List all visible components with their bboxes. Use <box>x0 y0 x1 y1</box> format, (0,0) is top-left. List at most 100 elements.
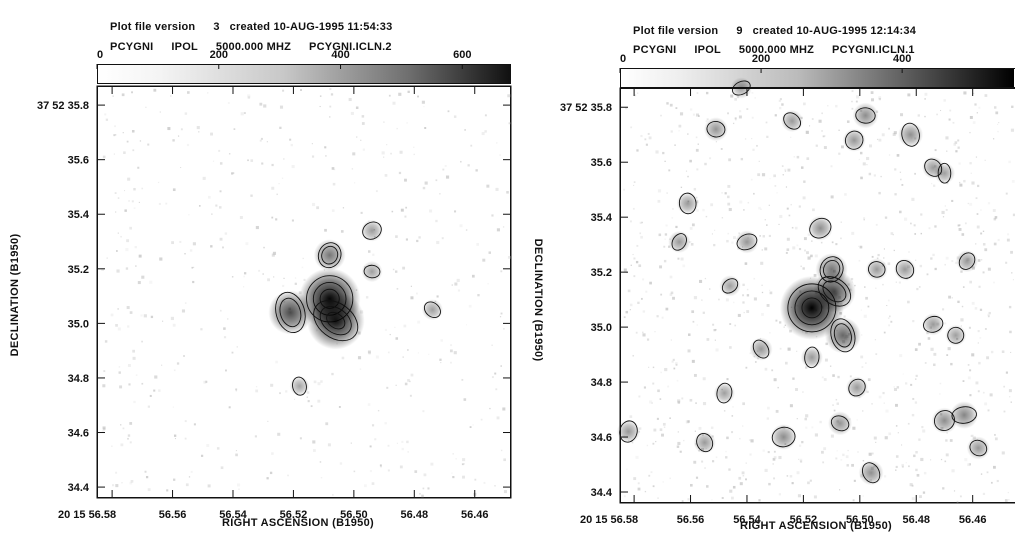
header-version-number: 9 <box>736 25 743 37</box>
noise-speckle <box>123 151 126 154</box>
noise-speckle <box>667 385 670 388</box>
noise-speckle <box>893 131 897 135</box>
noise-speckle <box>325 155 327 157</box>
noise-speckle <box>811 118 814 120</box>
noise-speckle <box>812 208 815 212</box>
noise-speckle <box>115 211 117 213</box>
noise-speckle <box>918 286 921 288</box>
noise-speckle <box>963 91 967 95</box>
y-tick-label: 35.2 <box>68 264 89 276</box>
noise-speckle <box>202 176 206 180</box>
noise-speckle <box>861 366 864 368</box>
noise-speckle <box>984 402 988 406</box>
noise-speckle <box>853 479 856 482</box>
noise-speckle <box>851 231 855 235</box>
noise-speckle <box>117 327 121 331</box>
noise-speckle <box>1011 272 1013 274</box>
noise-speckle <box>495 142 498 144</box>
noise-speckle <box>731 415 734 417</box>
noise-speckle <box>758 499 761 502</box>
noise-speckle <box>936 113 938 116</box>
noise-speckle <box>715 348 719 352</box>
noise-speckle <box>739 437 741 440</box>
noise-speckle <box>793 156 796 158</box>
noise-speckle <box>835 398 838 401</box>
noise-speckle <box>807 481 810 485</box>
noise-speckle <box>189 249 193 252</box>
noise-speckle <box>131 91 133 94</box>
noise-speckle <box>643 386 647 389</box>
noise-speckle <box>267 278 270 282</box>
noise-speckle <box>320 380 323 383</box>
contour-line <box>771 426 796 448</box>
noise-speckle <box>769 178 771 180</box>
noise-speckle <box>198 205 201 207</box>
noise-speckle <box>236 483 241 487</box>
x-axis-title: RIGHT ASCENSION (B1950) <box>222 517 374 529</box>
noise-speckle <box>977 342 979 344</box>
noise-speckle <box>721 192 723 194</box>
noise-speckle <box>784 168 787 171</box>
noise-speckle <box>424 127 427 129</box>
noise-speckle <box>754 97 756 99</box>
noise-speckle <box>960 270 963 273</box>
noise-speckle <box>927 337 931 340</box>
noise-speckle <box>895 281 897 283</box>
noise-speckle <box>769 332 771 334</box>
noise-speckle <box>642 310 646 313</box>
noise-speckle <box>500 312 503 315</box>
noise-speckle <box>301 266 304 269</box>
noise-speckle <box>835 243 838 246</box>
noise-speckle <box>773 378 777 382</box>
header-file: PCYGNI.ICLN.2 <box>309 41 392 53</box>
noise-speckle <box>773 174 776 178</box>
noise-speckle <box>883 257 885 259</box>
emission-blob <box>703 117 728 142</box>
noise-speckle <box>172 406 174 408</box>
noise-speckle <box>679 112 684 116</box>
noise-speckle <box>661 316 664 319</box>
noise-speckle <box>1006 238 1010 242</box>
noise-speckle <box>969 115 973 119</box>
noise-speckle <box>353 470 356 473</box>
noise-speckle <box>710 203 714 207</box>
noise-speckle <box>898 281 901 284</box>
noise-speckle <box>748 439 751 441</box>
noise-speckle <box>687 133 689 135</box>
contour-line <box>848 378 866 397</box>
emission-blob <box>824 317 861 354</box>
noise-speckle <box>660 114 662 117</box>
contour-line <box>736 233 758 251</box>
noise-speckle <box>262 273 264 275</box>
colorbar-tick-label: 0 <box>97 49 103 61</box>
noise-speckle <box>856 419 858 421</box>
noise-speckle <box>695 476 699 479</box>
noise-speckle <box>933 184 936 187</box>
noise-speckle <box>766 224 768 226</box>
x-tick-label: 56.52 <box>790 514 818 526</box>
y-tick-label: 37 52 35.8 <box>560 102 612 114</box>
noise-speckle <box>975 156 978 158</box>
noise-speckle <box>313 449 316 452</box>
emission-blob <box>361 260 383 283</box>
noise-speckle <box>463 398 467 401</box>
noise-speckle <box>173 369 176 372</box>
noise-speckle <box>423 473 427 477</box>
noise-speckle <box>802 267 805 270</box>
noise-speckle <box>726 436 729 440</box>
noise-speckle <box>499 154 501 156</box>
noise-speckle <box>638 427 642 430</box>
noise-speckle <box>110 313 114 317</box>
noise-speckle <box>713 243 716 247</box>
noise-speckle <box>883 475 887 478</box>
noise-speckle <box>928 227 931 230</box>
noise-speckle <box>778 493 781 496</box>
noise-speckle <box>957 300 960 304</box>
noise-speckle <box>990 350 994 354</box>
noise-speckle <box>997 238 1000 242</box>
noise-speckle <box>821 130 823 132</box>
noise-speckle <box>183 355 185 357</box>
noise-speckle <box>362 148 365 151</box>
noise-speckle <box>367 250 371 253</box>
